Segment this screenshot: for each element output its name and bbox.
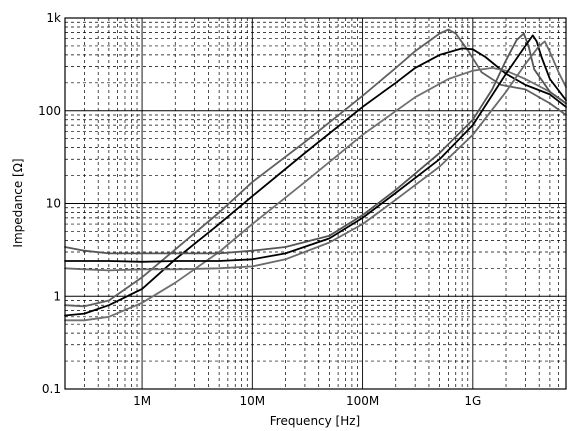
- y-tick-label: 1k: [46, 11, 61, 25]
- plot-frame: [64, 17, 567, 390]
- x-tick-label: 1M: [133, 394, 151, 408]
- x-axis-title: Frequency [Hz]: [270, 414, 361, 428]
- y-tick-label: 10: [46, 197, 61, 211]
- series-line-5: [64, 34, 567, 263]
- x-tick-labels: 1M 10M 100M 1G: [133, 394, 481, 408]
- series-line-3: [64, 67, 567, 322]
- x-tick-label: 100M: [346, 394, 379, 408]
- y-tick-labels: 0.1 1 10 100 1k: [38, 11, 61, 396]
- series-layer: [64, 28, 567, 322]
- y-tick-label: 100: [38, 104, 61, 118]
- x-tick-label: 10M: [240, 394, 266, 408]
- y-tick-label: 1: [53, 289, 61, 303]
- x-tick-label: 1G: [464, 394, 481, 408]
- major-grid: [65, 18, 566, 389]
- series-line-4: [64, 32, 567, 255]
- series-line-2: [64, 47, 567, 317]
- series-line-6: [64, 40, 567, 272]
- y-tick-label: 0.1: [42, 382, 61, 396]
- series-line-1: [64, 28, 567, 308]
- y-axis-title: Impedance [Ω]: [11, 158, 25, 247]
